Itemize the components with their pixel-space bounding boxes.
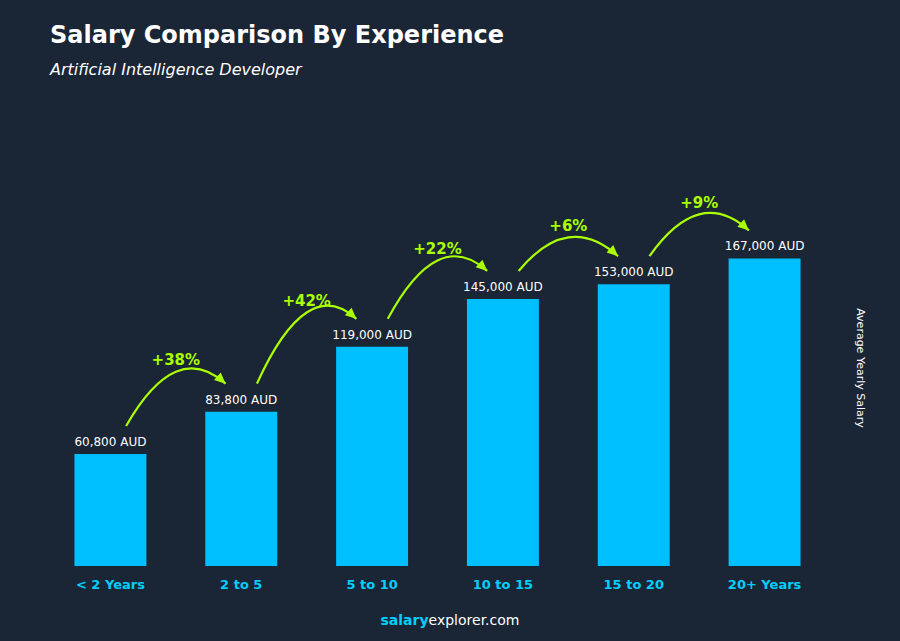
svg-text:salary: salary: [381, 612, 429, 628]
svg-text:+42%: +42%: [282, 292, 330, 310]
svg-text:Artificial Intelligence Develo: Artificial Intelligence Developer: [49, 60, 303, 79]
svg-text:167,000 AUD: 167,000 AUD: [725, 239, 805, 253]
svg-text:153,000 AUD: 153,000 AUD: [594, 265, 674, 279]
svg-text:Salary Comparison By Experienc: Salary Comparison By Experience: [50, 21, 504, 49]
svg-text:10 to 15: 10 to 15: [473, 577, 533, 592]
svg-text:60,800 AUD: 60,800 AUD: [74, 435, 146, 449]
svg-text:< 2 Years: < 2 Years: [76, 577, 145, 592]
svg-text:2 to 5: 2 to 5: [220, 577, 262, 592]
svg-text:83,800 AUD: 83,800 AUD: [205, 393, 277, 407]
svg-text:15 to 20: 15 to 20: [604, 577, 664, 592]
svg-text:145,000 AUD: 145,000 AUD: [463, 280, 543, 294]
svg-text:+22%: +22%: [413, 240, 461, 258]
svg-text:+38%: +38%: [152, 351, 200, 369]
svg-text:+9%: +9%: [680, 194, 718, 212]
svg-text:explorer.com: explorer.com: [429, 612, 520, 628]
svg-text:119,000 AUD: 119,000 AUD: [332, 328, 412, 342]
svg-text:+6%: +6%: [549, 217, 587, 235]
svg-text:Average Yearly Salary: Average Yearly Salary: [854, 308, 867, 428]
svg-text:5 to 10: 5 to 10: [346, 577, 397, 592]
svg-text:20+ Years: 20+ Years: [728, 577, 802, 592]
